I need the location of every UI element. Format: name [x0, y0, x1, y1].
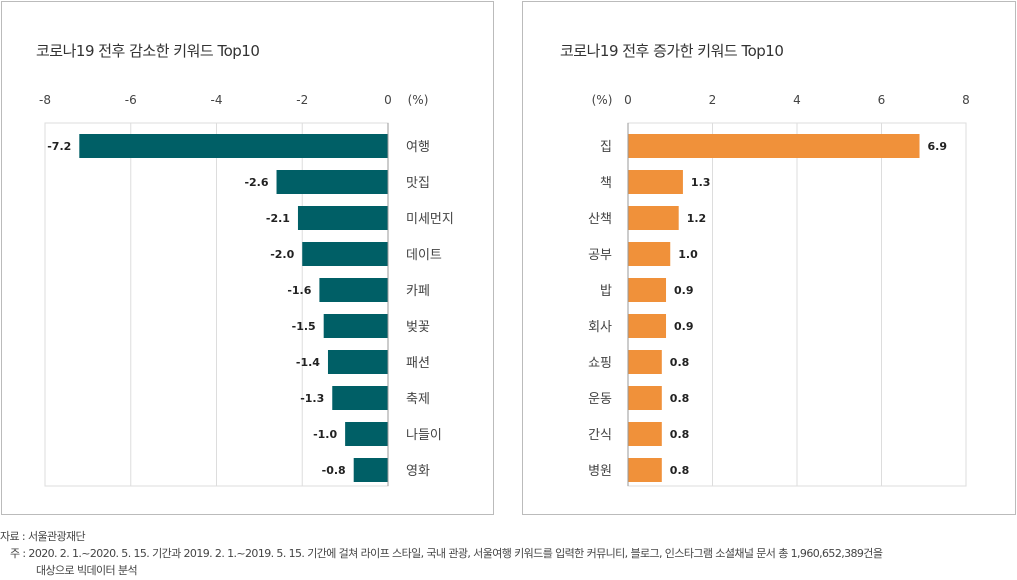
- data-label: -1.5: [292, 320, 316, 333]
- data-label: -2.6: [244, 176, 268, 189]
- data-label: 1.0: [678, 248, 698, 261]
- data-label: 0.8: [670, 464, 690, 477]
- bar: [628, 242, 671, 266]
- data-label: 6.9: [928, 140, 948, 153]
- data-label: 1.3: [691, 176, 711, 189]
- bar: [302, 242, 388, 266]
- data-label: -1.3: [300, 392, 324, 405]
- bar: [628, 206, 679, 230]
- category-label: 운동: [588, 392, 612, 407]
- bar: [353, 458, 388, 482]
- bar: [319, 278, 388, 302]
- x-tick-label: 0: [624, 93, 632, 107]
- bar: [628, 458, 662, 482]
- category-label: 나들이: [406, 428, 442, 443]
- x-tick-label: -4: [211, 93, 223, 107]
- unit-label: (%): [592, 93, 613, 107]
- bar: [332, 386, 388, 410]
- category-label: 책: [600, 176, 612, 191]
- category-label: 맛집: [406, 176, 430, 191]
- x-tick-label: 4: [793, 93, 801, 107]
- data-label: 0.8: [670, 356, 690, 369]
- bar: [628, 386, 662, 410]
- data-label: -2.1: [266, 212, 290, 225]
- category-label: 패션: [406, 356, 430, 371]
- category-label: 미세먼지: [406, 212, 454, 227]
- bar: [79, 134, 389, 158]
- bar: [345, 422, 388, 446]
- data-label: -2.0: [270, 248, 294, 261]
- bar: [327, 350, 388, 374]
- data-label: -7.2: [47, 140, 71, 153]
- bar: [323, 314, 388, 338]
- decrease-chart-panel: [1, 1, 494, 515]
- data-label: -1.6: [287, 284, 311, 297]
- data-label: 0.8: [670, 392, 690, 405]
- category-label: 벚꽃: [406, 320, 430, 335]
- data-label: 0.8: [670, 428, 690, 441]
- category-label: 밥: [600, 284, 612, 299]
- bar: [297, 206, 388, 230]
- increase-chart-title: 코로나19 전후 증가한 키워드 Top10: [560, 42, 784, 60]
- bar: [628, 422, 662, 446]
- category-label: 병원: [588, 464, 612, 479]
- x-tick-label: 6: [878, 93, 886, 107]
- data-label: 1.2: [687, 212, 707, 225]
- x-tick-label: -6: [125, 93, 137, 107]
- unit-label: (%): [408, 93, 429, 107]
- bar: [628, 278, 667, 302]
- category-label: 쇼핑: [588, 356, 612, 371]
- x-tick-label: 0: [384, 93, 392, 107]
- bar: [628, 134, 920, 158]
- category-label: 데이트: [406, 248, 442, 263]
- category-label: 집: [600, 140, 612, 155]
- x-tick-label: -2: [296, 93, 308, 107]
- data-label: -0.8: [322, 464, 346, 477]
- category-label: 회사: [588, 320, 612, 335]
- category-label: 공부: [588, 248, 612, 263]
- charts-svg: -8 -6 -4 -2 0 (%) -7.2 여행 -2.6 맛집 -2.1 미세먼지 -2.0 데이트 -…: [39, 93, 970, 487]
- x-tick-label: 8: [962, 93, 970, 107]
- bar: [276, 170, 388, 194]
- category-label: 간식: [588, 428, 612, 443]
- source-note: 자료 : 서울관광재단: [0, 530, 86, 543]
- bar: [628, 170, 683, 194]
- category-label: 카페: [406, 284, 430, 299]
- footnote-line2: 대상으로 빅데이터 분석: [36, 564, 138, 577]
- data-label: 0.9: [674, 284, 694, 297]
- category-label: 산책: [588, 212, 612, 227]
- category-label: 여행: [406, 139, 430, 155]
- increase-chart-panel: [522, 1, 1016, 515]
- bar: [628, 314, 667, 338]
- data-label: -1.4: [296, 356, 320, 369]
- decrease-chart-title: 코로나19 전후 감소한 키워드 Top10: [36, 42, 260, 60]
- data-label: -1.0: [313, 428, 337, 441]
- data-label: 0.9: [674, 320, 694, 333]
- category-label: 영화: [406, 464, 430, 479]
- category-label: 축제: [406, 392, 430, 407]
- x-tick-label: 2: [709, 93, 717, 107]
- x-tick-label: -8: [39, 93, 51, 107]
- footnote-line1: 주 : 2020. 2. 1.~2020. 5. 15. 기간과 2019. 2…: [10, 547, 883, 560]
- bar: [628, 350, 662, 374]
